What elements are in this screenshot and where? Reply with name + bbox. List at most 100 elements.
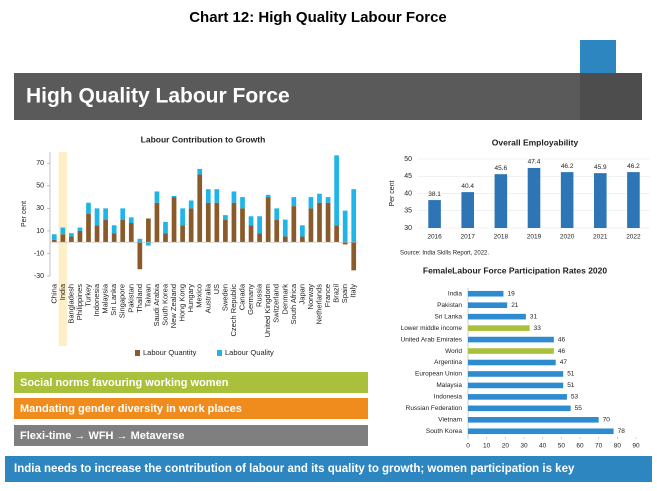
- bar-segment: [171, 197, 177, 243]
- x-tick-label: 2016: [427, 234, 442, 241]
- y-tick-label: 50: [36, 183, 44, 190]
- bar-segment: [197, 168, 203, 175]
- y-tick-label: 30: [404, 225, 412, 232]
- y-axis-label: Per cent: [389, 180, 396, 206]
- bar: [468, 428, 614, 435]
- bar-segment: [51, 239, 57, 243]
- bar-segment: [231, 191, 237, 203]
- y-tick-label: Malaysia: [436, 382, 462, 389]
- conclusion-bar: [5, 456, 652, 482]
- y-tick-label: 35: [404, 208, 412, 215]
- value-label: 31: [530, 313, 538, 320]
- bar: [593, 173, 607, 228]
- x-tick-label: Australia: [203, 283, 212, 313]
- x-tick-label: United Kingdom: [263, 284, 272, 337]
- y-tick-label: Lower middle income: [401, 325, 463, 332]
- x-tick-label: 60: [576, 443, 584, 450]
- bar-segment: [257, 216, 262, 234]
- conclusion: India needs to increase the contribution…: [14, 463, 575, 475]
- y-tick-label: Argentina: [434, 359, 462, 366]
- legend-label: Labour Quantity: [143, 348, 197, 357]
- bar-segment: [69, 236, 74, 243]
- bar-segment: [317, 193, 322, 203]
- y-tick-label: Pakistan: [437, 302, 462, 309]
- value-label: 45.9: [594, 164, 607, 171]
- x-tick-label: 70: [595, 443, 603, 450]
- bar: [468, 336, 554, 343]
- bar-segment: [103, 208, 108, 220]
- y-tick-label: European Union: [415, 371, 462, 378]
- x-tick-label: Singapore: [118, 284, 127, 318]
- x-tick-label: China: [49, 283, 58, 303]
- bar: [468, 359, 556, 366]
- x-tick-label: Mexico: [195, 284, 204, 308]
- value-label: 46.2: [627, 163, 640, 170]
- bar-segment: [300, 225, 305, 237]
- bar-segment: [325, 202, 331, 243]
- bar-segment: [223, 219, 228, 243]
- bar-segment: [180, 208, 185, 226]
- value-label: 33: [534, 325, 542, 332]
- x-tick-label: India: [58, 283, 67, 300]
- bar: [560, 172, 574, 228]
- bar-segment: [351, 189, 357, 243]
- x-tick-label: New Zealand: [169, 284, 178, 328]
- bar-segment: [308, 197, 314, 209]
- bar-segment: [86, 202, 91, 214]
- value-label: 51: [567, 371, 575, 378]
- bar: [627, 172, 640, 228]
- bar-segment: [154, 202, 160, 243]
- value-label: 46: [558, 336, 566, 343]
- x-tick-label: 2020: [560, 234, 575, 241]
- x-tick-label: Taiwan: [143, 284, 152, 307]
- bar: [468, 348, 554, 354]
- y-tick-label: South Korea: [426, 428, 463, 435]
- bar-segment: [103, 219, 108, 243]
- x-tick-label: Hong Kong: [178, 284, 187, 322]
- bar-segment: [240, 208, 245, 243]
- bar-segment: [111, 225, 117, 234]
- bar-segment: [205, 189, 211, 203]
- x-tick-label: Hungary: [186, 284, 195, 313]
- x-tick-label: Netherlands: [314, 284, 323, 325]
- bar: [428, 200, 441, 228]
- banner-title: High Quality Labour Force: [26, 85, 290, 108]
- x-tick-label: Norway: [306, 284, 315, 310]
- point-text: Mandating gender diversity in work place…: [20, 403, 242, 415]
- bar-segment: [317, 202, 322, 243]
- x-tick-label: 80: [614, 443, 622, 450]
- y-tick-label: 10: [36, 228, 44, 235]
- bar-segment: [137, 238, 143, 243]
- bar-segment: [188, 208, 194, 243]
- value-label: 51: [567, 382, 575, 389]
- bar: [468, 302, 508, 308]
- y-tick-label: United Arab Emirates: [401, 336, 463, 343]
- x-tick-label: Japan: [297, 284, 306, 304]
- x-tick-label: Germany: [246, 284, 255, 315]
- point-box: [14, 425, 368, 446]
- y-tick-label: Indonesia: [434, 394, 463, 401]
- bar-segment: [300, 236, 305, 243]
- legend-swatch: [217, 350, 222, 356]
- bar-segment: [282, 219, 288, 237]
- y-tick-label: 50: [404, 156, 412, 163]
- bar-segment: [128, 223, 134, 243]
- bar-segment: [163, 233, 168, 243]
- y-tick-label: 40: [404, 190, 412, 197]
- bar-segment: [334, 155, 339, 226]
- legend-swatch: [135, 350, 140, 356]
- bar: [468, 417, 599, 423]
- value-label: 21: [511, 302, 519, 309]
- legend-label: Labour Quality: [225, 348, 274, 357]
- bar-segment: [223, 215, 228, 220]
- value-label: 19: [507, 290, 515, 297]
- bar-segment: [77, 230, 83, 243]
- y-tick-label: -10: [34, 250, 44, 257]
- bar-segment: [231, 202, 237, 243]
- bar-segment: [146, 218, 151, 243]
- y-tick-label: Russian Federation: [406, 405, 463, 412]
- bar-segment: [291, 197, 297, 207]
- x-tick-label: 90: [632, 443, 640, 450]
- y-tick-label: Vietnam: [438, 417, 462, 424]
